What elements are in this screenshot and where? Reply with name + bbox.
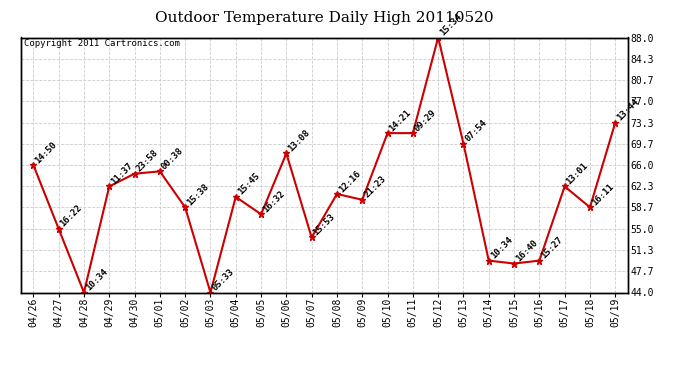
Text: 13:01: 13:01 [564, 161, 590, 186]
Text: 10:34: 10:34 [84, 267, 109, 292]
Text: 15:27: 15:27 [540, 235, 564, 261]
Text: 15:53: 15:53 [312, 212, 337, 237]
Text: 11:37: 11:37 [109, 161, 135, 186]
Text: 09:29: 09:29 [413, 108, 438, 133]
Text: Copyright 2011 Cartronics.com: Copyright 2011 Cartronics.com [23, 39, 179, 48]
Text: 05:33: 05:33 [210, 267, 236, 292]
Text: 15:38: 15:38 [185, 182, 210, 207]
Text: 00:38: 00:38 [160, 146, 185, 171]
Text: 13:08: 13:08 [286, 128, 312, 153]
Text: 16:32: 16:32 [261, 189, 286, 214]
Text: 15:34: 15:34 [438, 12, 464, 38]
Text: Outdoor Temperature Daily High 20110520: Outdoor Temperature Daily High 20110520 [155, 11, 493, 25]
Text: 10:34: 10:34 [489, 235, 514, 261]
Text: 14:50: 14:50 [33, 140, 59, 165]
Text: 16:22: 16:22 [59, 203, 84, 229]
Text: 14:21: 14:21 [388, 108, 413, 133]
Text: 15:45: 15:45 [236, 171, 261, 197]
Text: 07:54: 07:54 [464, 118, 489, 144]
Text: 23:58: 23:58 [135, 148, 160, 174]
Text: 21:23: 21:23 [362, 174, 388, 200]
Text: 12:16: 12:16 [337, 169, 362, 194]
Text: 13:44: 13:44 [615, 98, 640, 123]
Text: 16:11: 16:11 [590, 182, 615, 207]
Text: 16:40: 16:40 [514, 238, 540, 264]
